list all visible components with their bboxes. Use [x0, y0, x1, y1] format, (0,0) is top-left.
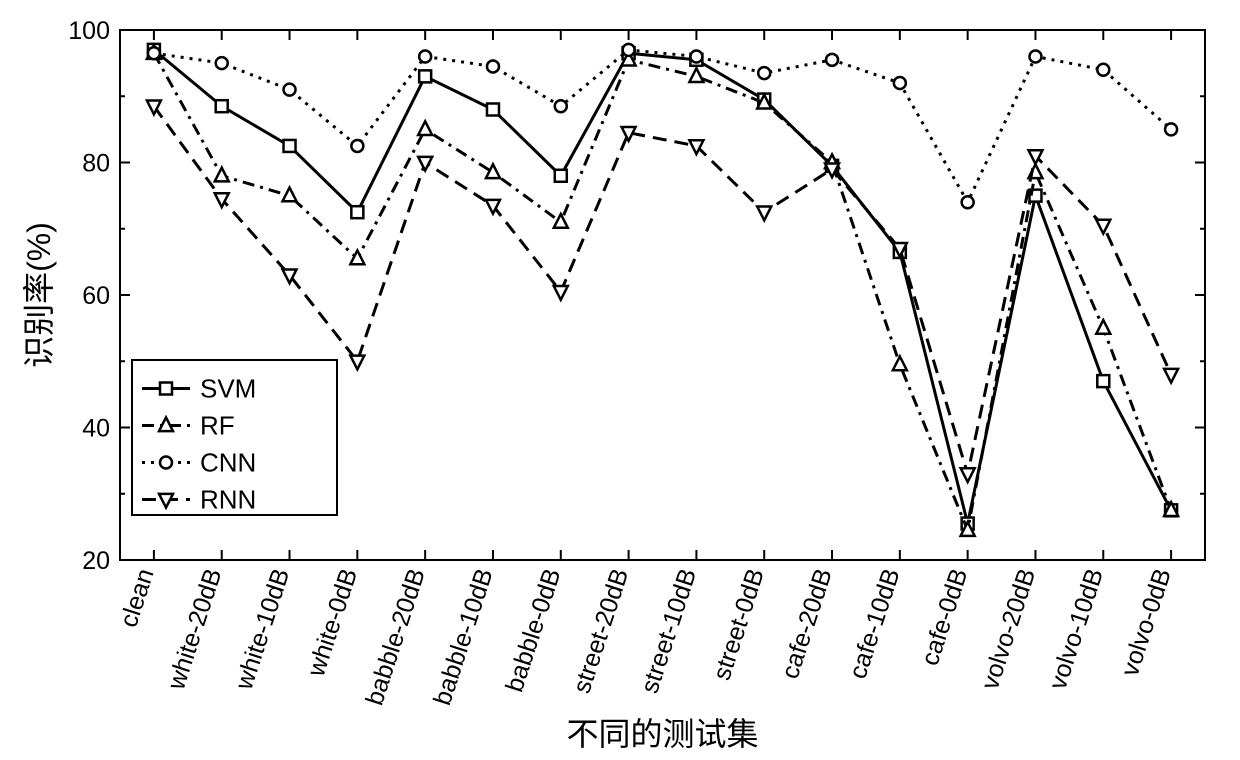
- legend: SVM RF CNN RNN: [132, 360, 337, 515]
- y-tick-label: 80: [82, 150, 110, 178]
- chart-container: 20 40 60 80 100 cleanwhite-20dBwhite-10dBwhit…: [0, 0, 1240, 760]
- x-tick-label: volvo-0dB: [1116, 565, 1177, 679]
- x-tick-label: white-0dB: [302, 565, 363, 680]
- x-tick-label: volvo-10dB: [1044, 565, 1109, 693]
- y-tick-label: 100: [68, 17, 110, 45]
- legend-label-RNN: RNN: [200, 485, 256, 515]
- y-tick-label: 40: [82, 415, 110, 443]
- legend-label-RF: RF: [200, 411, 235, 441]
- x-tick-label: street-10dB: [636, 565, 703, 697]
- x-axis-label: 不同的测试集: [566, 716, 758, 752]
- x-tick-label: white-20dB: [162, 565, 228, 694]
- y-axis-label: 识别率(%): [21, 222, 57, 368]
- x-tick-label: babble-10dB: [428, 565, 498, 709]
- y-tick-label: 20: [82, 547, 110, 575]
- x-tick-label: street-0dB: [708, 565, 770, 683]
- x-tick-label: volvo-20dB: [976, 565, 1041, 693]
- y-tick-label: 60: [82, 282, 110, 310]
- x-tick-label: clean: [115, 565, 160, 630]
- series-line-CNN: [154, 50, 1171, 202]
- x-tick-label: cafe-10dB: [844, 565, 906, 682]
- x-tick-label: white-10dB: [230, 565, 296, 694]
- line-chart: 20 40 60 80 100 cleanwhite-20dBwhite-10dBwhit…: [0, 0, 1240, 760]
- x-tick-label: street-20dB: [568, 565, 635, 697]
- legend-label-SVM: SVM: [200, 374, 256, 404]
- series-CNN: [148, 44, 1177, 208]
- x-tick-label: cafe-20dB: [776, 565, 838, 682]
- x-tick-label: babble-0dB: [500, 565, 566, 695]
- x-tick-label: cafe-0dB: [916, 565, 974, 669]
- x-tick-label: babble-20dB: [360, 565, 430, 709]
- legend-label-CNN: CNN: [200, 448, 256, 478]
